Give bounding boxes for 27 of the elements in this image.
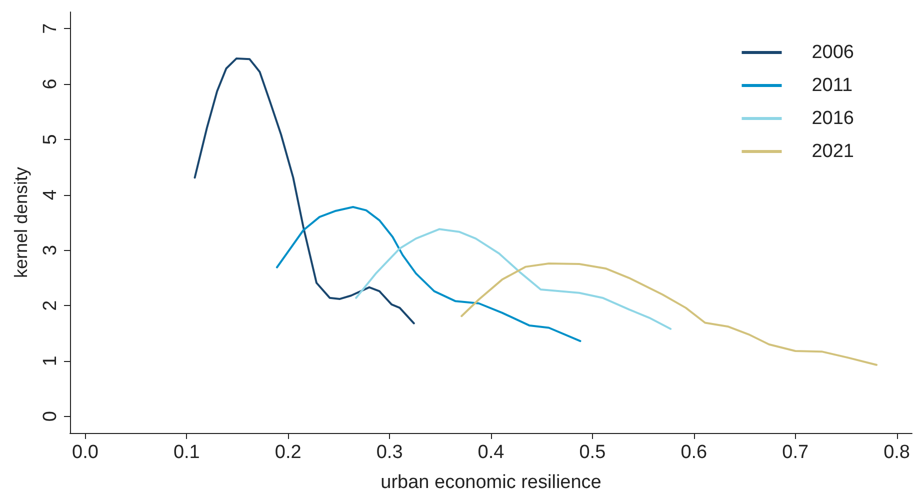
line-series [276, 206, 582, 342]
y-tick-label: 3 [40, 244, 61, 256]
x-tick-label: 0.1 [173, 442, 200, 463]
y-axis-title: kernel density [11, 166, 31, 278]
x-tick-label: 0.8 [884, 442, 910, 463]
legend-label: 2021 [812, 141, 854, 162]
x-tick-label: 0.4 [478, 442, 505, 463]
legend-label: 2006 [812, 42, 854, 63]
line-series [355, 228, 672, 330]
legend-label: 2011 [812, 75, 853, 96]
x-tick-label: 0.2 [274, 442, 302, 463]
x-tick-label: 0.3 [376, 442, 403, 463]
legend-label: 2016 [812, 108, 854, 129]
y-tick-label: 6 [40, 78, 61, 90]
line-series [194, 58, 415, 324]
x-tick-label: 0.7 [782, 442, 809, 463]
x-axis-title: urban economic resilience [380, 472, 602, 493]
y-tick-label: 0 [40, 411, 61, 422]
line-series [460, 262, 878, 366]
x-tick-label: 0.0 [72, 442, 98, 463]
y-tick-label: 4 [40, 189, 61, 200]
y-tick-label: 1 [40, 356, 61, 366]
y-tick-label: 7 [40, 23, 61, 34]
x-tick-label: 0.5 [579, 442, 606, 463]
x-tick-label: 0.6 [680, 442, 708, 463]
y-tick-label: 5 [40, 134, 61, 145]
y-tick-label: 2 [40, 300, 61, 311]
